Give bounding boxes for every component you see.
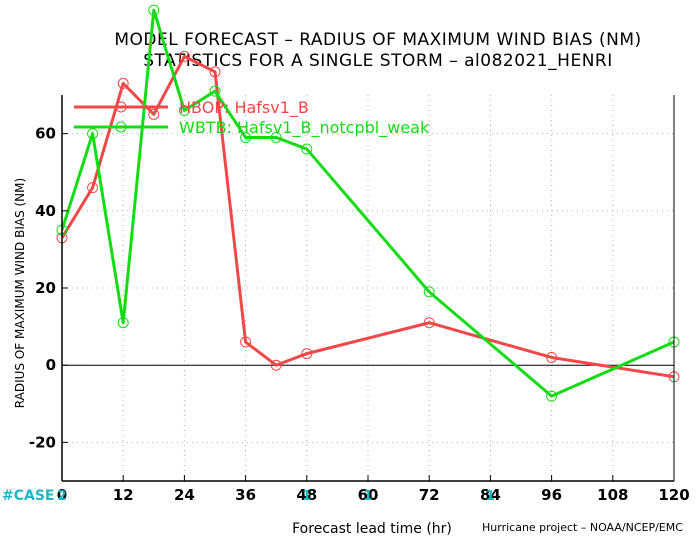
data-point-2 [148, 4, 160, 16]
data-point-1 [87, 182, 99, 194]
data-point-2 [87, 128, 99, 140]
x-tick-label: 36 [235, 486, 256, 504]
x-tick-label: 84 [480, 486, 501, 504]
data-point-1 [423, 317, 435, 329]
x-tick-label: 72 [419, 486, 440, 504]
credit-text: Hurricane project – NOAA/NCEP/EMC [482, 521, 683, 534]
y-tick-label: 40 [35, 202, 56, 220]
data-point-2 [423, 286, 435, 298]
data-point-1 [240, 336, 252, 348]
data-point-2 [209, 85, 221, 97]
series-line-1 [62, 54, 674, 379]
data-point-2 [178, 104, 190, 116]
data-point-1 [270, 359, 282, 371]
data-point-1 [178, 50, 190, 62]
chart-subtitle: STATISTICS FOR A SINGLE STORM – al082021… [143, 51, 613, 71]
data-point-1 [546, 351, 558, 363]
data-point-2 [546, 390, 558, 402]
data-point-1 [117, 77, 129, 89]
case-count: 2 [57, 489, 66, 504]
case-count: 1 [363, 489, 372, 504]
data-point-2 [301, 143, 313, 155]
legend-label-1: HBOP: Hafsv1_B [179, 98, 309, 118]
y-axis-label: RADIUS OF MAXIMUM WIND BIAS (NM) [13, 178, 27, 408]
x-tick-label: 96 [541, 486, 562, 504]
y-tick-label: 0 [46, 356, 56, 374]
x-tick-label: 0 [57, 486, 67, 504]
x-axis-label: Forecast lead time (hr) [292, 521, 452, 537]
series-line-2 [62, 8, 674, 398]
case-count: 1 [486, 489, 495, 504]
x-tick-label: 48 [296, 486, 317, 504]
data-point-1 [209, 66, 221, 78]
data-point-1 [301, 348, 313, 360]
legend-label-2: WBTB: Hafsv1_B_notcpbl_weak [179, 118, 430, 138]
case-label: #CASE [2, 488, 55, 504]
data-point-2 [270, 131, 282, 143]
chart-title: MODEL FORECAST – RADIUS OF MAXIMUM WIND … [114, 30, 642, 50]
y-tick-label: 60 [35, 125, 56, 143]
y-tick-label: 20 [35, 279, 56, 297]
x-tick-label: 24 [174, 486, 195, 504]
series-group [62, 8, 674, 398]
y-tick-label: -20 [29, 433, 56, 451]
case-count: 1 [302, 489, 311, 504]
legend-marker-1 [115, 101, 127, 113]
legend-marker-2 [115, 121, 127, 133]
data-point-2 [117, 317, 129, 329]
x-tick-label: 120 [658, 486, 689, 504]
x-tick-label: 108 [597, 486, 628, 504]
x-tick-label: 12 [113, 486, 134, 504]
x-tick-label: 60 [358, 486, 379, 504]
data-point-2 [240, 131, 252, 143]
data-point-1 [148, 108, 160, 120]
